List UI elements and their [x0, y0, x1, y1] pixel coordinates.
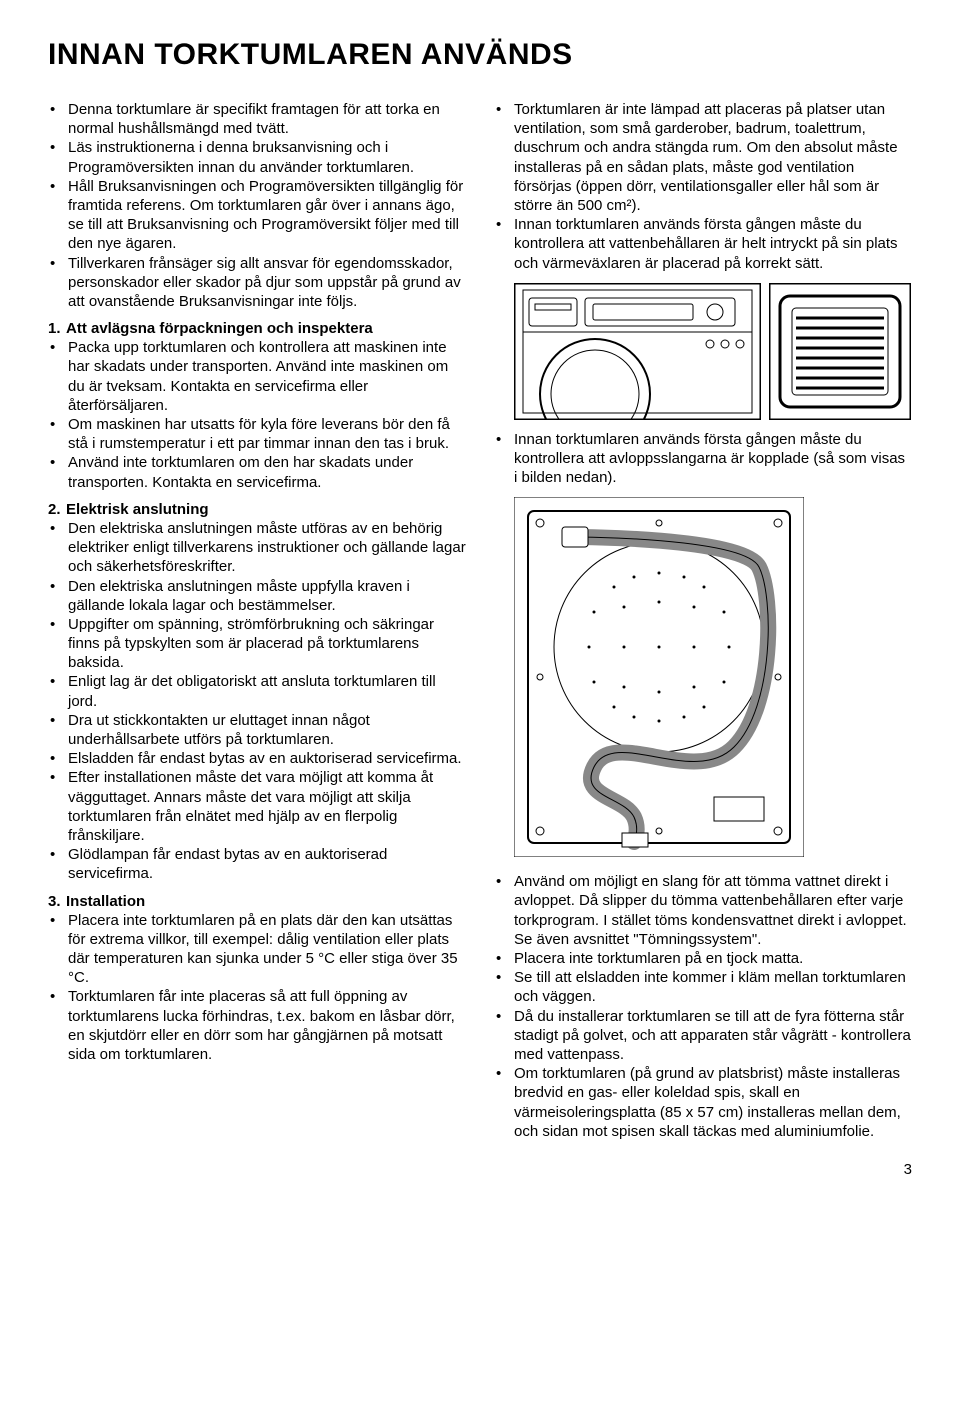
list-item: Glödlampan får endast bytas av en auktor… [48, 845, 466, 883]
ventilation-grille-illustration [769, 283, 911, 420]
section-2-list: Den elektriska anslutningen måste utföra… [48, 519, 466, 884]
section-2-heading: 2.Elektrisk anslutning [48, 500, 466, 519]
list-item: Efter installationen måste det vara möjl… [48, 768, 466, 845]
list-item: Placera inte torktumlaren på en tjock ma… [494, 949, 912, 968]
list-item: Tillverkaren frånsäger sig allt ansvar f… [48, 254, 466, 312]
list-item: Innan torktumlaren används första gången… [494, 215, 912, 273]
dryer-front-illustration [514, 283, 761, 420]
section-number: 1. [48, 319, 66, 338]
list-item: Elsladden får endast bytas av en auktori… [48, 749, 466, 768]
after-list-right: Använd om möjligt en slang för att tömma… [494, 872, 912, 1141]
list-item: Läs instruktionerna i denna bruksanvisni… [48, 138, 466, 176]
left-column: Denna torktumlare är specifikt framtagen… [48, 100, 466, 1141]
section-3-heading: 3.Installation [48, 892, 466, 911]
list-item: Denna torktumlare är specifikt framtagen… [48, 100, 466, 138]
dryer-back-illustration [514, 497, 804, 857]
list-item: Om torktumlaren (på grund av platsbrist)… [494, 1064, 912, 1141]
list-item: Dra ut stickkontakten ur eluttaget innan… [48, 711, 466, 749]
section-number: 2. [48, 500, 66, 519]
section-1-heading: 1.Att avlägsna förpackningen och inspekt… [48, 319, 466, 338]
page-number: 3 [48, 1161, 912, 1178]
list-item: Den elektriska anslutningen måste uppfyl… [48, 577, 466, 615]
intro-list-left: Denna torktumlare är specifikt framtagen… [48, 100, 466, 311]
list-item: Se till att elsladden inte kommer i kläm… [494, 968, 912, 1006]
list-item: Packa upp torktumlaren och kontrollera a… [48, 338, 466, 415]
figure-dryer-and-grille [514, 283, 912, 420]
section-title: Elektrisk anslutning [66, 501, 209, 518]
right-column: Torktumlaren är inte lämpad att placeras… [494, 100, 912, 1141]
mid-list-right: Innan torktumlaren används första gången… [494, 430, 912, 488]
list-item: Placera inte torktumlaren på en plats dä… [48, 911, 466, 988]
section-title: Installation [66, 893, 145, 910]
section-title: Att avlägsna förpackningen och inspekter… [66, 320, 373, 337]
list-item: Torktumlaren är inte lämpad att placeras… [494, 100, 912, 215]
list-item: Torktumlaren får inte placeras så att fu… [48, 987, 466, 1064]
section-1-list: Packa upp torktumlaren och kontrollera a… [48, 338, 466, 492]
list-item: Innan torktumlaren används första gången… [494, 430, 912, 488]
list-item: Håll Bruksanvisningen och Programöversik… [48, 177, 466, 254]
list-item: Enligt lag är det obligatoriskt att ansl… [48, 672, 466, 710]
list-item: Den elektriska anslutningen måste utföra… [48, 519, 466, 577]
section-number: 3. [48, 892, 66, 911]
list-item: Uppgifter om spänning, strömförbrukning … [48, 615, 466, 673]
list-item: Då du installerar torktumlaren se till a… [494, 1007, 912, 1065]
list-item: Om maskinen har utsatts för kyla före le… [48, 415, 466, 453]
intro-list-right: Torktumlaren är inte lämpad att placeras… [494, 100, 912, 273]
list-item: Använd om möjligt en slang för att tömma… [494, 872, 912, 949]
page-title: INNAN TORKTUMLAREN ANVÄNDS [48, 38, 912, 72]
content-columns: Denna torktumlare är specifikt framtagen… [48, 100, 912, 1141]
section-3-list: Placera inte torktumlaren på en plats dä… [48, 911, 466, 1065]
list-item: Använd inte torktumlaren om den har skad… [48, 453, 466, 491]
figure-dryer-back-hose [514, 497, 912, 862]
